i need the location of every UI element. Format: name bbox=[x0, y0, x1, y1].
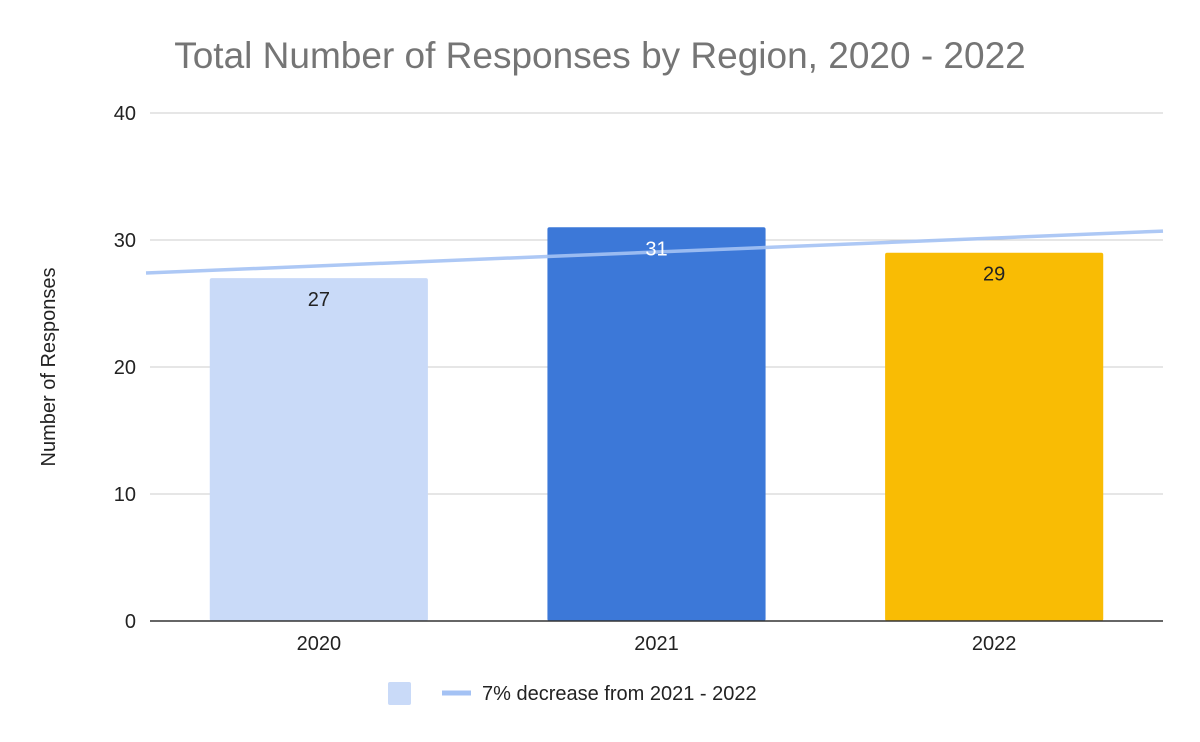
legend-label-trendline: 7% decrease from 2021 - 2022 bbox=[482, 683, 757, 705]
trendline bbox=[145, 229, 1164, 275]
legend: 7% decrease from 2021 - 2022 bbox=[388, 682, 757, 705]
data-label-2020: 27 bbox=[308, 289, 330, 311]
x-tick-label-2020: 2020 bbox=[297, 633, 342, 655]
x-axis-ticks: 2020 2021 2022 bbox=[297, 633, 1017, 655]
chart-title: Total Number of Responses by Region, 202… bbox=[174, 35, 1026, 76]
x-tick-label-2022: 2022 bbox=[972, 633, 1017, 655]
y-tick-label-30: 30 bbox=[114, 230, 136, 252]
y-tick-label-40: 40 bbox=[114, 103, 136, 125]
bar-2020 bbox=[209, 278, 428, 621]
bar-2022 bbox=[885, 252, 1104, 621]
bars bbox=[209, 227, 1104, 622]
legend-swatch-bars bbox=[388, 682, 411, 705]
trendline-group bbox=[145, 229, 1164, 275]
y-axis-ticks: 0 10 20 30 40 bbox=[114, 103, 136, 633]
bar-2021 bbox=[547, 227, 766, 622]
data-label-2022: 29 bbox=[983, 264, 1005, 286]
y-tick-label-20: 20 bbox=[114, 357, 136, 379]
y-axis-label: Number of Responses bbox=[38, 268, 60, 467]
y-tick-label-0: 0 bbox=[125, 611, 136, 633]
x-tick-label-2021: 2021 bbox=[634, 633, 679, 655]
data-label-2021: 31 bbox=[645, 238, 667, 260]
data-labels: 27 31 29 bbox=[308, 238, 1006, 311]
y-tick-label-10: 10 bbox=[114, 484, 136, 506]
